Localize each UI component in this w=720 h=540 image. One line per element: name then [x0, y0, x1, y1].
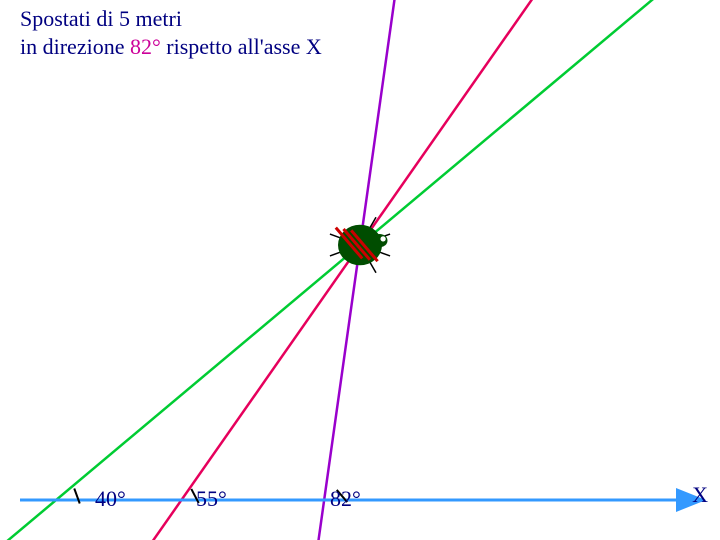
angle-lines-group: [0, 0, 720, 540]
angle-line-55: [0, 0, 720, 540]
diagram-canvas: Spostati di 5 metri in direzione 82° ris…: [0, 0, 720, 540]
angle-label-55: 55°: [196, 486, 227, 512]
bug-icon: [330, 217, 390, 272]
x-axis-label: X: [692, 482, 708, 508]
plot-svg: [0, 0, 720, 540]
angle-label-40: 40°: [95, 486, 126, 512]
angle-line-82: [221, 0, 499, 540]
angle-line-40: [0, 0, 720, 540]
angle-label-82: 82°: [330, 486, 361, 512]
